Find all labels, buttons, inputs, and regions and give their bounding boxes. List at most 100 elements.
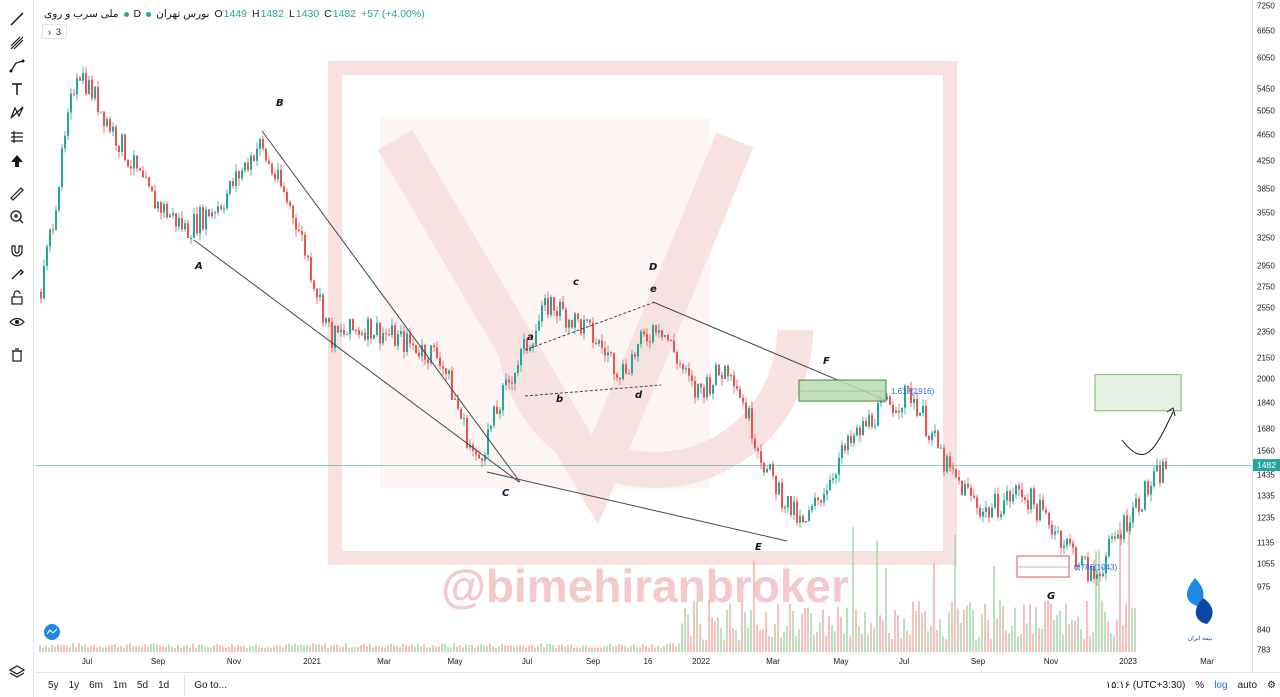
- xabcd-pattern-icon[interactable]: [5, 102, 29, 124]
- price-tick: 840: [1257, 625, 1271, 635]
- interval-label[interactable]: D: [133, 8, 142, 20]
- pitchfork-icon[interactable]: [5, 32, 29, 54]
- fib-0786-zone[interactable]: [1016, 555, 1070, 578]
- volume-bar: [57, 644, 59, 652]
- wave-label-minor-e[interactable]: e: [650, 284, 657, 295]
- trash-icon[interactable]: [5, 344, 29, 366]
- symbol-legend[interactable]: ملی سرب و روی D بورس تهران O1449 H1482 L…: [44, 6, 425, 22]
- volume-bar: [1116, 620, 1118, 652]
- goto-button[interactable]: Go to...: [184, 675, 232, 695]
- price-axis[interactable]: 7250 6650 6050 5450 5050 4650 4250 3850 3550 3250…: [1252, 0, 1280, 672]
- candle-body: [427, 359, 429, 364]
- trend-line[interactable]: [524, 301, 656, 351]
- volume-bar: [477, 646, 479, 652]
- wave-label-D[interactable]: D: [649, 262, 657, 273]
- candle-body: [697, 383, 699, 398]
- candle-body: [919, 413, 921, 416]
- candle-body: [127, 160, 129, 167]
- candle-body: [397, 334, 399, 346]
- wave-label-minor-c[interactable]: c: [573, 277, 579, 288]
- wave-label-minor-b[interactable]: b: [556, 394, 563, 405]
- symbol-name[interactable]: ملی سرب و روی: [44, 8, 119, 20]
- projection-curve[interactable]: [1121, 411, 1174, 455]
- brush-lock-icon[interactable]: [5, 263, 29, 285]
- auto-toggle[interactable]: auto: [1237, 679, 1258, 691]
- time-axis[interactable]: Jul Sep Nov 2021 Mar May Jul Sep 16 2022 Mar May Jul…: [35, 652, 1252, 672]
- wave-label-C[interactable]: C: [502, 488, 510, 499]
- volume-bar: [42, 647, 44, 652]
- volume-bar: [153, 643, 155, 652]
- volume-bar: [1098, 549, 1100, 652]
- wave-label-A[interactable]: A: [194, 261, 203, 272]
- text-icon[interactable]: [5, 78, 29, 100]
- candle-body: [712, 384, 714, 394]
- volume-bar: [213, 645, 215, 652]
- magnet-icon[interactable]: [5, 240, 29, 262]
- candle-body: [514, 373, 516, 384]
- volume-bar: [291, 645, 293, 652]
- volume-bar: [270, 647, 272, 652]
- range-button-1y[interactable]: 1y: [68, 679, 80, 691]
- candle-body: [481, 458, 483, 461]
- wave-label-G[interactable]: G: [1047, 591, 1055, 602]
- trend-line[interactable]: [193, 239, 520, 483]
- clock-time[interactable]: ۱۵:۱۶ (UTC+3:30): [1105, 679, 1186, 691]
- long-position-icon[interactable]: [5, 126, 29, 148]
- candle-body: [811, 506, 813, 511]
- candle-body: [847, 435, 849, 451]
- volume-bar: [150, 643, 152, 652]
- zoom-in-icon[interactable]: [5, 206, 29, 228]
- candle-body: [1162, 461, 1164, 483]
- wave-label-minor-d[interactable]: d: [635, 390, 643, 401]
- range-button-5y[interactable]: 5y: [48, 679, 59, 691]
- wave-label-E[interactable]: E: [755, 542, 762, 553]
- eye-icon[interactable]: [5, 311, 29, 333]
- trend-line-icon[interactable]: [5, 8, 29, 30]
- layers-icon[interactable]: [5, 661, 29, 683]
- lock-icon[interactable]: [5, 287, 29, 309]
- fib-1618-zone[interactable]: [798, 379, 887, 402]
- wave-label-F[interactable]: F: [823, 356, 830, 367]
- candle-body: [307, 255, 309, 258]
- volume-bar: [786, 625, 788, 652]
- candle-body: [58, 186, 60, 211]
- candle-body: [280, 169, 282, 187]
- trend-line[interactable]: [261, 130, 521, 483]
- candle-body: [1069, 538, 1071, 544]
- trend-line[interactable]: [486, 471, 788, 542]
- range-button-1m[interactable]: 1m: [113, 679, 127, 691]
- volume-bar: [984, 603, 986, 652]
- ruler-icon[interactable]: [5, 183, 29, 205]
- candle-body: [142, 170, 144, 178]
- volume-bar: [717, 617, 719, 652]
- candle-body: [199, 207, 201, 234]
- candle-body: [676, 352, 678, 364]
- settings-gear-icon[interactable]: ⚙: [1267, 679, 1276, 691]
- candle-body: [475, 450, 477, 455]
- range-button-6m[interactable]: 6m: [89, 679, 104, 691]
- target-zone-box[interactable]: [1094, 374, 1182, 412]
- volume-bar: [417, 643, 419, 652]
- cursor-arrow-icon[interactable]: [5, 150, 29, 172]
- candle-body: [1105, 556, 1107, 574]
- candle-body: [877, 402, 879, 426]
- percent-toggle[interactable]: %: [1195, 679, 1205, 691]
- volume-bar: [255, 644, 257, 652]
- wave-label-B[interactable]: B: [276, 98, 284, 109]
- indicators-toggle-button[interactable]: › 3: [42, 24, 68, 39]
- exchange-label: بورس تهران: [156, 8, 210, 20]
- range-button-5d[interactable]: 5d: [136, 679, 149, 691]
- candle-body: [955, 469, 957, 478]
- candle-body: [442, 366, 444, 369]
- volume-bar: [204, 646, 206, 652]
- trend-line[interactable]: [524, 384, 662, 397]
- volume-bar: [198, 644, 200, 652]
- log-toggle[interactable]: log: [1214, 679, 1228, 691]
- path-icon[interactable]: [5, 55, 29, 77]
- range-button-1d[interactable]: 1d: [158, 679, 170, 691]
- cloud-icon[interactable]: [44, 624, 60, 640]
- wave-label-minor-a[interactable]: a: [527, 332, 534, 343]
- volume-bar: [282, 647, 284, 652]
- candle-body: [289, 202, 291, 206]
